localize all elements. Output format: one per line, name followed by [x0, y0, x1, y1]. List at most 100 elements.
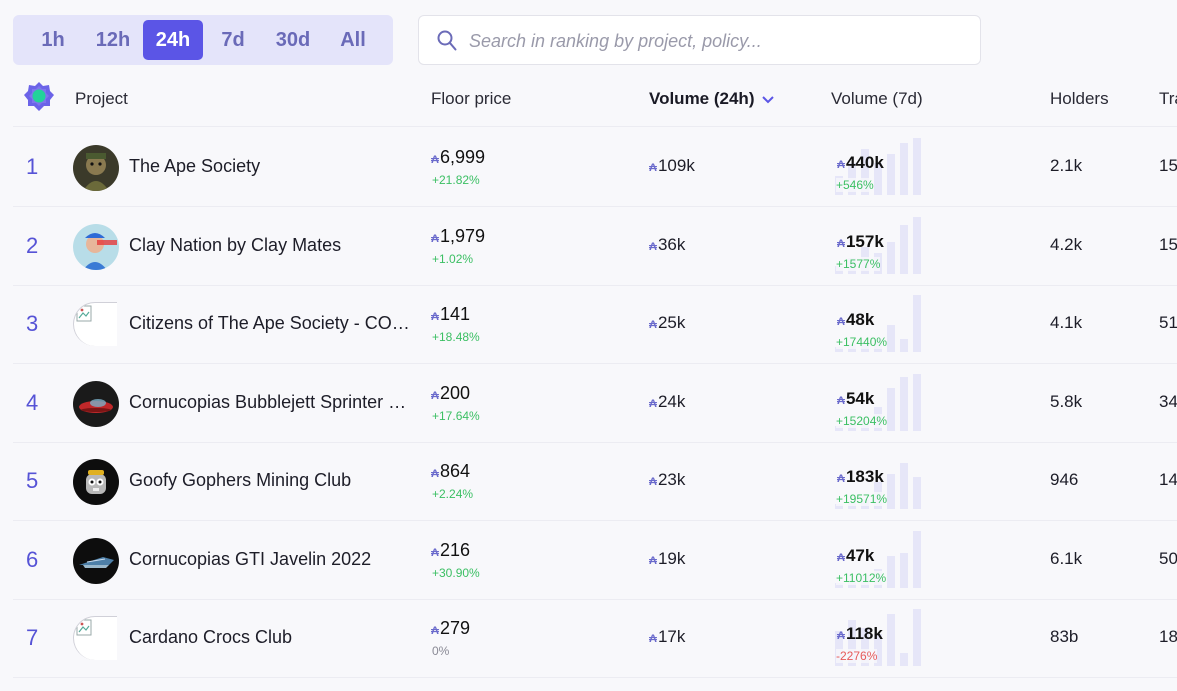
floor-price: ₳6,999 — [431, 147, 485, 168]
ada-icon: ₳ — [837, 159, 845, 171]
ranking-logo-icon — [24, 82, 54, 111]
rank-number: 3 — [26, 311, 39, 336]
timeframe-1h[interactable]: 1h — [41, 28, 65, 51]
column-trades[interactable]: Tra — [1159, 89, 1177, 108]
ada-icon: ₳ — [649, 162, 657, 174]
ada-icon: ₳ — [431, 389, 439, 402]
table-row[interactable]: 4 Cornucopias Bubblejett Sprinter 2022 ₳20… — [13, 364, 1177, 443]
ada-icon: ₳ — [649, 633, 657, 645]
spark-bar — [861, 149, 869, 195]
spark-bar — [887, 241, 895, 274]
volume-7d-value: 183k — [845, 467, 884, 486]
project-name[interactable]: Cornucopias GTI Javelin 2022 — [129, 548, 372, 569]
timeframe-selector: 1h 12h 24h 7d 30d All — [13, 15, 393, 65]
volume-7d-value: 118k — [845, 624, 883, 643]
spark-bar — [887, 555, 895, 588]
rank-number: 6 — [26, 546, 39, 572]
volume-24h-value: 109k — [657, 156, 695, 175]
trades-count: 15 — [1159, 156, 1177, 175]
table-row[interactable]: 3 Citizens of The Ape Society - COTAS ₳141… — [13, 285, 1177, 364]
floor-price-change: +17.64% — [432, 408, 480, 423]
floor-price-change: +21.82% — [432, 173, 480, 187]
floor-price-change: +18.48% — [432, 330, 480, 344]
floor-price-value: 200 — [439, 382, 470, 403]
timeframe-12h[interactable]: 12h — [95, 28, 131, 51]
volume-7d-change: +17440% — [836, 335, 888, 349]
holders-count: 83b — [1050, 627, 1079, 646]
floor-price: ₳864 — [431, 461, 470, 482]
volume-24h: ₳25k — [649, 313, 685, 333]
table-row[interactable]: 5 Goofy Gophers Mining Club ₳864 +2.24% ₳23k… — [13, 442, 1177, 521]
spark-bar — [887, 325, 895, 352]
column-volume-7d[interactable]: Volume (7d) — [831, 89, 923, 108]
project-avatar[interactable] — [73, 459, 119, 505]
column-floor-price[interactable]: Floor price — [431, 89, 512, 108]
volume-24h: ₳23k — [649, 470, 685, 490]
search-box — [418, 15, 981, 65]
holders-count: 6.1k — [1050, 548, 1083, 568]
timeframe-all[interactable]: All — [340, 28, 366, 51]
project-name[interactable]: Citizens of The Ape Society - COTAS — [129, 313, 411, 333]
volume-7d: ₳440k — [837, 153, 884, 173]
timeframe-30d[interactable]: 30d — [275, 28, 311, 51]
volume-7d-value: 440k — [845, 153, 884, 172]
spark-bar — [835, 425, 843, 431]
volume-24h: ₳17k — [649, 627, 685, 647]
ada-icon: ₳ — [431, 546, 439, 559]
search-icon — [437, 30, 457, 51]
rank-number: 5 — [26, 468, 39, 493]
project-name[interactable]: Clay Nation by Clay Mates — [129, 234, 342, 255]
table-row[interactable]: 7 Cardano Crocs Club ₳279 0% ₳17k ₳118k -2276%… — [13, 599, 1177, 678]
spark-bar — [913, 138, 921, 195]
spark-bar — [835, 504, 843, 509]
column-volume-24h-label: Volume (24h) — [649, 89, 755, 108]
timeframe-24h[interactable]: 24h — [143, 20, 203, 60]
ada-icon: ₳ — [649, 240, 657, 253]
column-volume-24h[interactable]: Volume (24h) — [649, 89, 775, 109]
floor-price: ₳279 — [431, 618, 470, 639]
spark-bar — [835, 631, 843, 666]
volume-sparkline — [835, 609, 921, 666]
floor-price-value: 216 — [439, 539, 470, 560]
volume-7d-value: 157k — [845, 231, 884, 251]
spark-bar — [913, 373, 921, 431]
project-name[interactable]: The Ape Society — [129, 156, 261, 176]
project-avatar[interactable] — [73, 302, 117, 346]
search-input[interactable] — [469, 26, 959, 56]
floor-price-value: 6,999 — [439, 147, 485, 167]
trades-count: 18 — [1159, 627, 1177, 646]
spark-bar — [848, 620, 856, 666]
table-row[interactable]: 6 Cornucopias GTI Javelin 2022 ₳216 +30.90%… — [13, 521, 1177, 600]
spark-bar — [900, 552, 908, 588]
volume-24h: ₳19k — [649, 549, 685, 569]
rank-number: 7 — [26, 625, 39, 650]
floor-price: ₳141 — [431, 304, 470, 325]
project-name[interactable]: Goofy Gophers Mining Club — [129, 470, 352, 490]
volume-7d-change: +546% — [836, 178, 874, 192]
project-avatar[interactable] — [73, 145, 119, 191]
floor-price-value: 864 — [439, 461, 470, 481]
trades-count: 50 — [1159, 548, 1177, 568]
volume-7d: ₳157k — [837, 232, 884, 252]
spark-bar — [900, 653, 908, 666]
volume-7d-value: 54k — [845, 388, 875, 408]
column-holders[interactable]: Holders — [1050, 89, 1109, 108]
table-row[interactable]: 1 The Ape Society ₳6,999 +21.82% ₳109k ₳440k +… — [13, 128, 1177, 207]
table-header: Project Floor price Volume (24h) Volume … — [13, 72, 1177, 127]
volume-7d-change: +11012% — [836, 570, 887, 585]
column-project[interactable]: Project — [75, 89, 128, 108]
project-avatar[interactable] — [73, 380, 119, 427]
ada-icon: ₳ — [431, 625, 439, 637]
project-avatar[interactable] — [73, 223, 119, 270]
project-avatar[interactable] — [73, 537, 119, 584]
spark-bar — [887, 387, 895, 431]
table-row[interactable]: 2 Clay Nation by Clay Mates ₳1,979 +1.02% ₳3… — [13, 207, 1177, 286]
volume-7d-value: 48k — [845, 310, 875, 329]
volume-24h-value: 23k — [657, 470, 686, 489]
project-name[interactable]: Cardano Crocs Club — [129, 627, 293, 647]
project-avatar[interactable] — [73, 616, 117, 660]
spark-bar — [900, 143, 908, 195]
timeframe-7d[interactable]: 7d — [221, 28, 245, 51]
volume-24h: ₳24k — [649, 392, 685, 412]
project-name[interactable]: Cornucopias Bubblejett Sprinter 2022 — [129, 391, 411, 412]
